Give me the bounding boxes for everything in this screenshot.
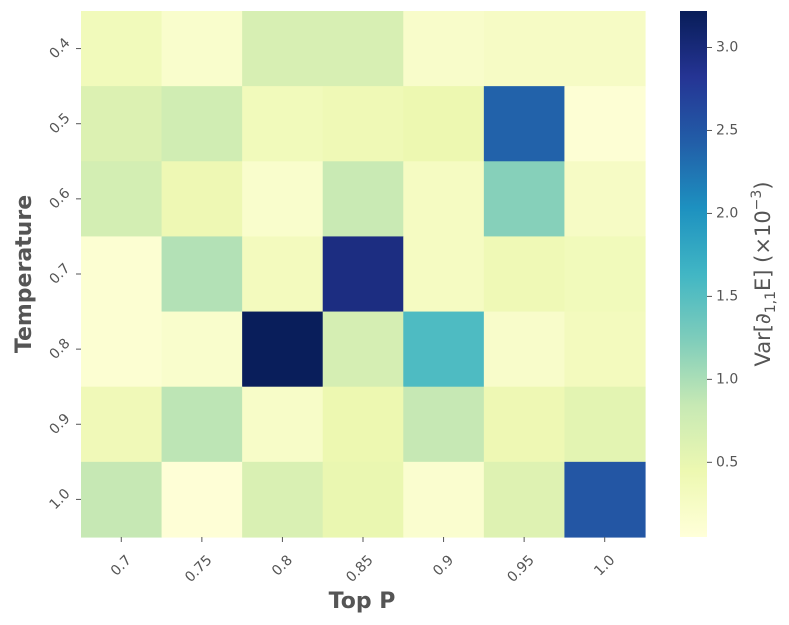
colorbar-tick-label: 1.5 xyxy=(716,288,738,304)
heatmap-cell xyxy=(322,386,404,463)
x-tick-label: 0.75 xyxy=(182,552,215,585)
x-tick-label: 1.0 xyxy=(591,552,618,579)
heatmap-cell xyxy=(564,461,646,538)
y-tick-labels: 0.4 0.5 0.6 0.7 0.8 0.9 1.0 xyxy=(46,35,81,513)
colorbar-title-sup: −3 xyxy=(749,190,765,211)
x-tick-label: 0.8 xyxy=(269,552,296,579)
heatmap-cell xyxy=(483,86,566,162)
y-tick-label: 0.9 xyxy=(46,411,73,438)
heatmap-cell xyxy=(161,386,243,463)
heatmap-cell xyxy=(242,236,324,313)
heatmap-cell xyxy=(483,11,566,87)
heatmap-cell xyxy=(242,461,324,538)
heatmap-cell xyxy=(483,461,566,538)
heatmap-cell xyxy=(161,311,243,388)
heatmap-cell xyxy=(242,11,324,87)
heatmap-cell xyxy=(564,86,646,162)
heatmap-cell xyxy=(483,236,566,313)
heatmap-cell xyxy=(564,311,646,388)
heatmap-cell xyxy=(483,311,566,388)
heatmap-cell xyxy=(161,161,243,238)
heatmap-cell xyxy=(81,86,163,162)
heatmap-cell xyxy=(81,311,163,388)
y-tick-label: 1.0 xyxy=(46,486,73,513)
heatmap-cell xyxy=(242,161,324,238)
heatmap-cell xyxy=(242,86,324,162)
heatmap-cell xyxy=(161,11,243,87)
x-tick-label: 0.7 xyxy=(108,552,135,579)
heatmap-cell xyxy=(81,161,163,238)
heatmap-cell xyxy=(403,386,485,463)
heatmap-cell xyxy=(403,461,485,538)
x-tick-label: 0.9 xyxy=(430,552,457,579)
heatmap-cell xyxy=(564,386,646,463)
heatmap-cell xyxy=(564,11,646,87)
heatmap-cells xyxy=(81,11,646,538)
heatmap-cell xyxy=(161,86,243,162)
heatmap-cell xyxy=(403,11,485,87)
heatmap-cell xyxy=(81,461,163,538)
heatmap-cell xyxy=(161,461,243,538)
heatmap-cell xyxy=(403,236,485,313)
heatmap-cell xyxy=(322,461,404,538)
heatmap-cell xyxy=(403,311,485,388)
heatmap-cell xyxy=(322,236,404,313)
colorbar-title-suffix: ) xyxy=(751,181,775,189)
heatmap-cell xyxy=(242,386,324,463)
colorbar xyxy=(680,11,707,537)
heatmap-cell xyxy=(81,236,163,313)
y-tick-label: 0.6 xyxy=(46,185,73,212)
colorbar-title-prefix: Var[∂ xyxy=(751,313,775,366)
heatmap-cell xyxy=(161,236,243,313)
heatmap-cell xyxy=(322,161,404,238)
heatmap-cell xyxy=(322,311,404,388)
heatmap-cell xyxy=(483,161,566,238)
heatmap-cell xyxy=(564,236,646,313)
y-tick-label: 0.8 xyxy=(46,336,73,363)
colorbar-title-mid: E] (×10 xyxy=(751,210,775,291)
colorbar-tick-label: 3.0 xyxy=(716,40,738,56)
y-axis-title: Temperature xyxy=(12,195,37,353)
x-tick-labels: 0.7 0.75 0.8 0.85 0.9 0.95 1.0 xyxy=(108,537,618,586)
heatmap-cell xyxy=(403,161,485,238)
heatmap-cell xyxy=(242,311,324,388)
heatmap-cell xyxy=(322,86,404,162)
colorbar-tick-label: 0.5 xyxy=(716,454,738,470)
heatmap-cell xyxy=(564,161,646,238)
heatmap-cell xyxy=(322,11,404,87)
heatmap-cell xyxy=(483,386,566,463)
colorbar-tick-label: 2.5 xyxy=(716,122,738,138)
x-tick-label: 0.85 xyxy=(343,552,376,585)
y-tick-label: 0.7 xyxy=(46,260,73,287)
heatmap-cell xyxy=(81,11,163,87)
colorbar-ticks: 0.5 1.0 1.5 2.0 2.5 3.0 xyxy=(707,40,738,470)
colorbar-tick-label: 1.0 xyxy=(716,371,738,387)
colorbar-tick-label: 2.0 xyxy=(716,205,738,221)
colorbar-title-sub: 1,1 xyxy=(763,291,779,313)
x-axis-title: Top P xyxy=(329,589,396,614)
x-tick-label: 0.95 xyxy=(504,552,537,585)
colorbar-title: Var[∂1,1E] (×10−3) xyxy=(749,181,779,366)
heatmap-cell xyxy=(403,86,485,162)
heatmap-cell xyxy=(81,386,163,463)
y-tick-label: 0.5 xyxy=(46,110,73,137)
y-tick-label: 0.4 xyxy=(46,35,73,62)
